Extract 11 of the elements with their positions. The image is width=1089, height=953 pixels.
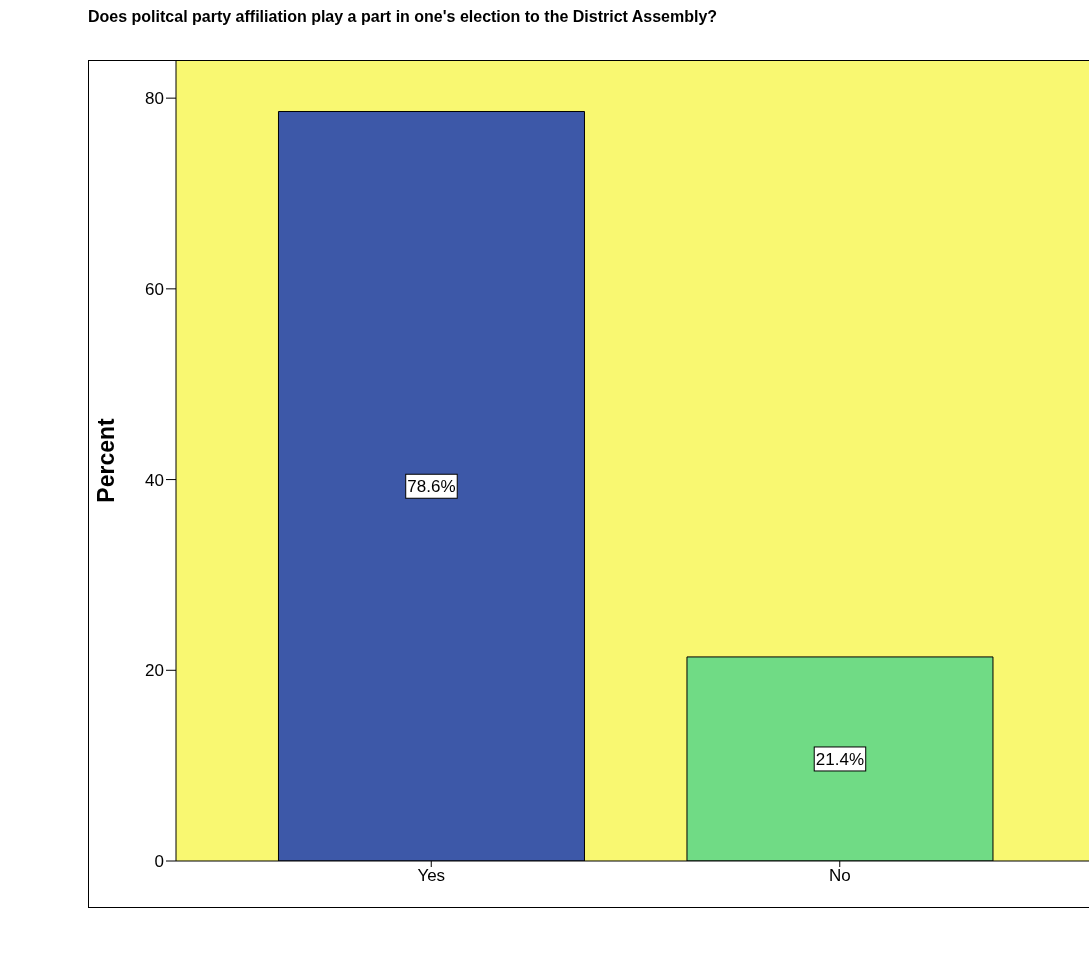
data-label: 78.6%: [407, 477, 456, 497]
y-axis-title: Percent: [93, 417, 120, 503]
chart-title: Does politcal party affiliation play a part in one's election to the District Assembly?: [88, 8, 718, 26]
y-tick-label: 80: [145, 89, 164, 109]
x-tick-label: Yes: [417, 866, 446, 886]
x-tick-label: No: [828, 866, 851, 886]
data-label: 21.4%: [815, 749, 865, 769]
y-tick-label: 60: [145, 279, 164, 299]
y-tick-label: 0: [154, 852, 164, 872]
y-tick-label: 20: [145, 661, 164, 681]
y-tick-label: 40: [145, 470, 164, 490]
